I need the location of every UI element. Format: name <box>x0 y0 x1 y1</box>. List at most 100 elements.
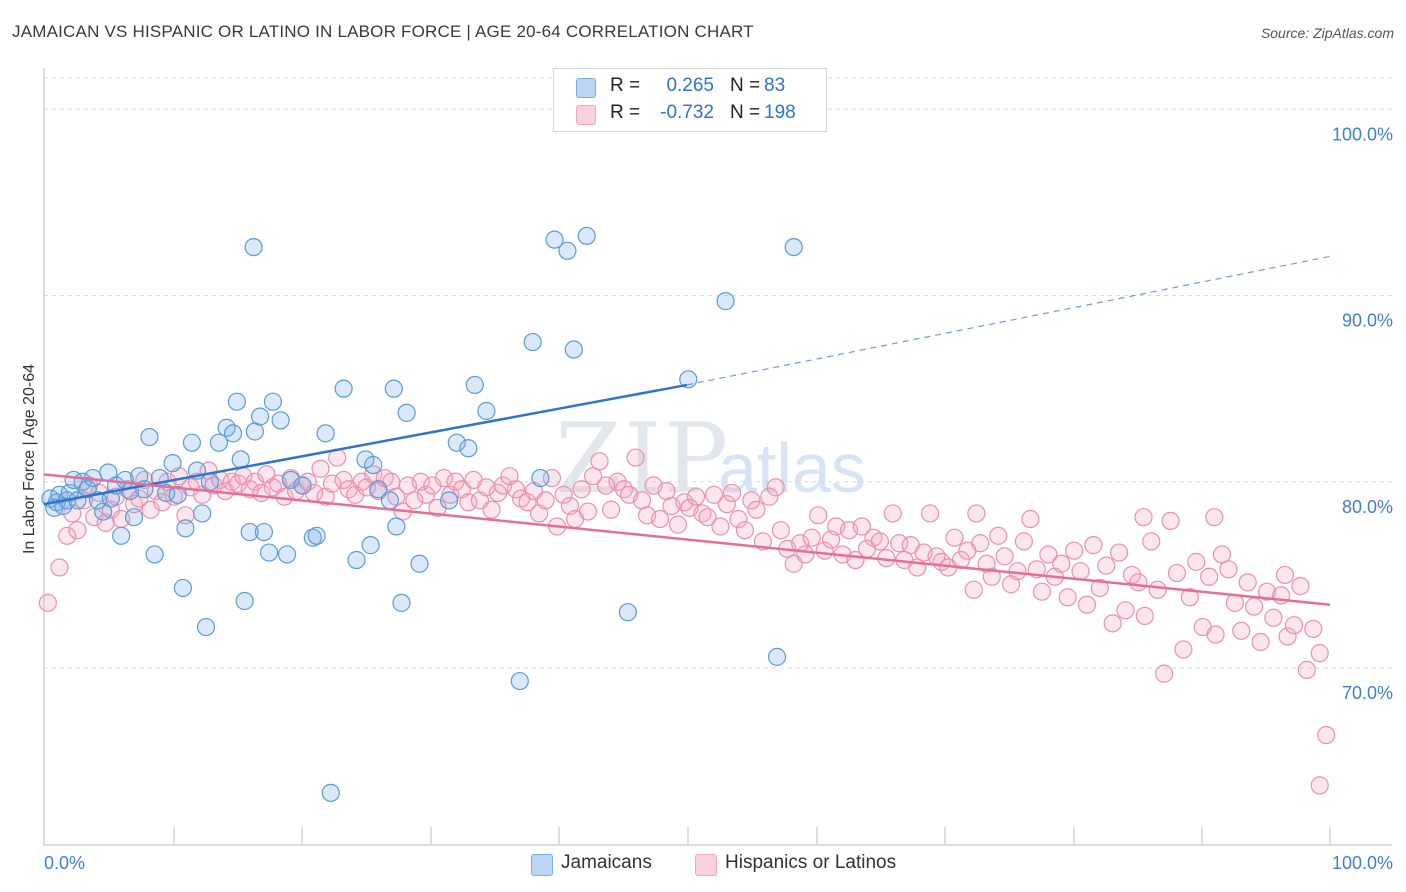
data-point-hispanic <box>554 485 573 504</box>
data-point-hispanic <box>1317 726 1336 745</box>
data-point-jamaican <box>271 411 290 430</box>
data-point-hispanic <box>1134 508 1153 527</box>
y-tick-label: 100.0% <box>1332 124 1393 144</box>
data-point-hispanic <box>1155 664 1174 683</box>
data-point-jamaican <box>244 237 263 257</box>
data-point-hispanic <box>50 558 69 577</box>
data-point-hispanic <box>870 532 890 551</box>
trend-lines <box>43 255 1331 606</box>
data-point-jamaican <box>168 485 187 504</box>
data-point-hispanic <box>852 517 871 536</box>
data-point-hispanic <box>982 567 1001 586</box>
data-point-hispanic <box>1284 616 1304 635</box>
data-point-jamaican <box>176 519 195 538</box>
data-point-hispanic <box>1275 565 1295 585</box>
data-point-hispanic <box>334 470 353 490</box>
data-point-jamaican <box>78 480 97 499</box>
data-point-hispanic <box>614 480 634 499</box>
data-point-hispanic <box>1109 543 1129 562</box>
data-point-jamaican <box>397 403 416 422</box>
data-point-hispanic <box>650 509 670 529</box>
data-point-jamaican <box>531 468 550 488</box>
data-point-hispanic <box>796 545 815 564</box>
data-point-hispanic <box>995 547 1014 566</box>
bottom-legend-swatch-blue <box>531 854 553 876</box>
data-point-jamaican <box>124 508 144 527</box>
data-point-hispanic <box>322 474 342 493</box>
data-point-hispanic <box>1135 606 1154 625</box>
legend-n-value: 198 <box>764 102 796 123</box>
data-point-jamaican <box>387 517 406 536</box>
data-point-jamaican <box>564 340 583 359</box>
data-point-hispanic <box>802 528 821 547</box>
data-point-hispanic <box>1014 532 1034 551</box>
legend-r-label: R = <box>610 102 641 123</box>
data-point-hispanic <box>459 493 478 512</box>
data-point-hispanic <box>686 487 706 506</box>
data-point-hispanic <box>506 480 526 499</box>
data-point-hispanic <box>38 593 57 612</box>
data-point-jamaican <box>112 526 131 545</box>
data-point-jamaican <box>182 433 201 452</box>
data-point-hispanic <box>1116 601 1135 620</box>
data-point-hispanic <box>945 528 964 547</box>
data-point-hispanic <box>1142 532 1161 551</box>
y-tick-label: 80.0% <box>1342 497 1393 517</box>
data-point-jamaican <box>784 237 803 257</box>
data-point-hispanic <box>405 491 424 510</box>
data-point-jamaican <box>447 433 466 452</box>
chart-source: Source: ZipAtlas.com <box>1260 25 1394 41</box>
data-point-jamaican <box>307 526 326 545</box>
data-point-jamaican <box>163 454 182 473</box>
data-point-hispanic <box>1297 660 1316 680</box>
data-point-hispanic <box>1219 560 1238 579</box>
x-tick-label-min: 0.0% <box>44 853 85 873</box>
data-point-hispanic <box>68 521 87 540</box>
data-point-jamaican <box>334 379 353 398</box>
data-point-jamaican <box>250 407 270 426</box>
data-point-hispanic <box>572 480 591 499</box>
jamaican-points <box>41 226 803 802</box>
y-tick-label: 90.0% <box>1342 311 1393 331</box>
data-point-jamaican <box>209 433 228 452</box>
data-point-hispanic <box>416 485 436 504</box>
data-point-jamaican <box>281 470 301 490</box>
data-point-hispanic <box>1021 509 1040 529</box>
data-point-jamaican <box>259 543 279 562</box>
legend-swatch-pink <box>576 105 596 125</box>
data-point-jamaican <box>716 292 735 311</box>
bottom-legend-label: Hispanics or Latinos <box>725 852 897 873</box>
data-point-hispanic <box>1174 640 1193 659</box>
data-point-jamaican <box>235 591 254 611</box>
y-tick-label: 70.0% <box>1342 683 1393 703</box>
data-point-hispanic <box>1058 588 1077 607</box>
data-point-jamaican <box>545 230 564 249</box>
data-point-jamaican <box>254 522 274 542</box>
data-point-hispanic <box>971 534 990 553</box>
data-point-hispanic <box>967 504 986 523</box>
data-point-jamaican <box>361 536 380 555</box>
data-point-hispanic <box>1291 576 1310 596</box>
data-point-hispanic <box>1206 625 1225 644</box>
chart-title: JAMAICAN VS HISPANIC OR LATINO IN LABOR … <box>12 22 754 41</box>
y-axis-title: In Labor Force | Age 20-64 <box>21 364 38 554</box>
data-point-hispanic <box>518 493 537 512</box>
data-point-hispanic <box>153 493 172 512</box>
data-point-jamaican <box>618 603 637 622</box>
data-point-hispanic <box>1090 578 1109 598</box>
data-point-hispanic <box>1232 621 1251 640</box>
data-point-hispanic <box>222 472 241 491</box>
data-point-hispanic <box>1052 554 1071 573</box>
data-point-hispanic <box>602 500 621 519</box>
data-point-hispanic <box>742 491 761 510</box>
data-point-jamaican <box>140 427 159 447</box>
data-point-hispanic <box>1097 556 1116 575</box>
data-point-jamaican <box>410 554 429 573</box>
data-point-jamaican <box>240 522 259 542</box>
data-point-jamaican <box>369 480 388 499</box>
data-point-hispanic <box>482 500 501 519</box>
trend-line-jamaicans-extension <box>686 255 1331 386</box>
data-point-jamaican <box>384 379 403 398</box>
data-point-hispanic <box>675 493 694 512</box>
data-point-jamaican <box>263 392 283 411</box>
